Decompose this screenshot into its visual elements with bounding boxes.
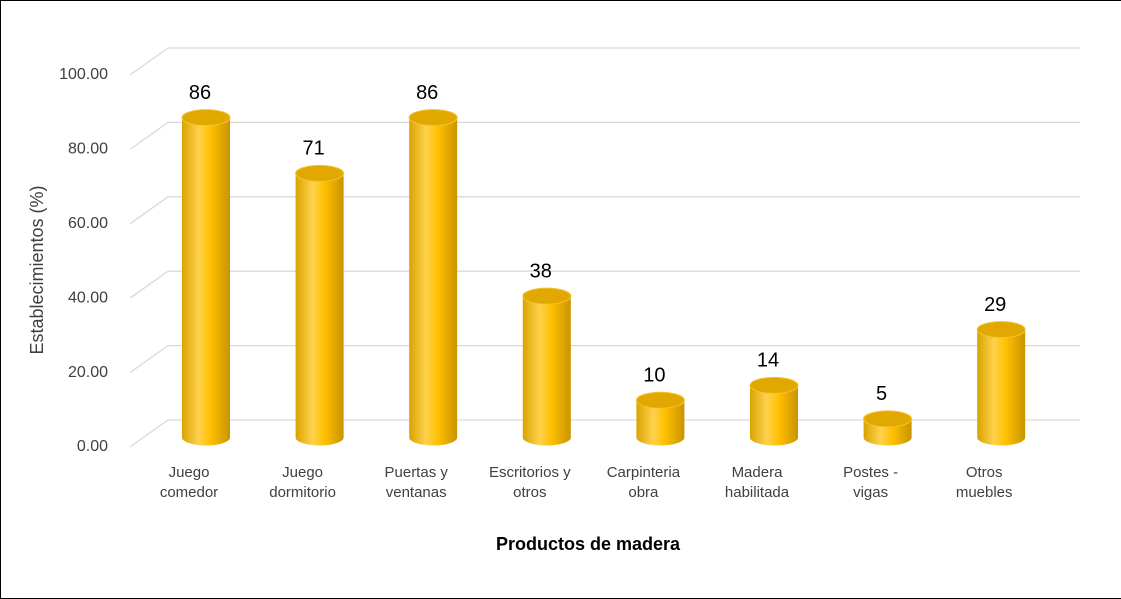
grid-line — [129, 47, 1080, 76]
data-label: 10 — [643, 365, 665, 387]
x-tick-label: Puertas y ventanas — [384, 464, 448, 501]
bar — [295, 165, 344, 446]
grid-line — [129, 344, 1080, 374]
bar-top — [749, 376, 799, 394]
bar-top — [522, 287, 572, 305]
grid-line — [129, 196, 1080, 225]
grid-line — [129, 270, 1080, 299]
x-tick-label: Madera habilitada — [724, 464, 790, 501]
x-tick-label: Postes - vigas — [843, 464, 899, 501]
bar-top — [635, 391, 685, 409]
bar-top — [181, 109, 231, 127]
data-label: 5 — [876, 383, 887, 405]
y-tick-label: 60.00 — [68, 215, 108, 232]
y-tick-label: 80.00 — [68, 141, 108, 158]
y-tick-label: 20.00 — [68, 364, 108, 381]
y-tick-label: 40.00 — [68, 289, 108, 306]
bar-top — [863, 410, 913, 428]
x-tick-label: Juego comedor — [159, 464, 219, 501]
data-label: 86 — [416, 82, 438, 104]
bar — [522, 288, 571, 446]
data-label: 86 — [189, 82, 211, 104]
y-tick-label: 100.00 — [59, 66, 108, 83]
bar — [977, 321, 1026, 446]
bar-top — [295, 164, 345, 182]
x-tick-label: Carpinteria obra — [606, 464, 681, 501]
grid-line — [129, 419, 1080, 448]
x-axis-title: Productos de madera — [496, 534, 681, 554]
bar-top — [976, 321, 1026, 339]
x-tick-label: Escritorios y otros — [488, 464, 571, 501]
data-label: 14 — [757, 350, 779, 372]
y-axis-title: Establecimientos (%) — [27, 185, 47, 354]
bar-top — [408, 109, 458, 127]
data-label: 71 — [302, 138, 324, 160]
data-label: 38 — [530, 260, 552, 282]
x-tick-label: Juego dormitorio — [269, 464, 336, 501]
data-label: 29 — [984, 294, 1006, 316]
bar — [182, 109, 230, 446]
y-tick-label: 0.00 — [77, 438, 108, 455]
grid-line — [129, 121, 1080, 150]
bar — [409, 109, 458, 446]
x-tick-label: Otros muebles — [955, 464, 1013, 501]
bar — [750, 377, 798, 446]
